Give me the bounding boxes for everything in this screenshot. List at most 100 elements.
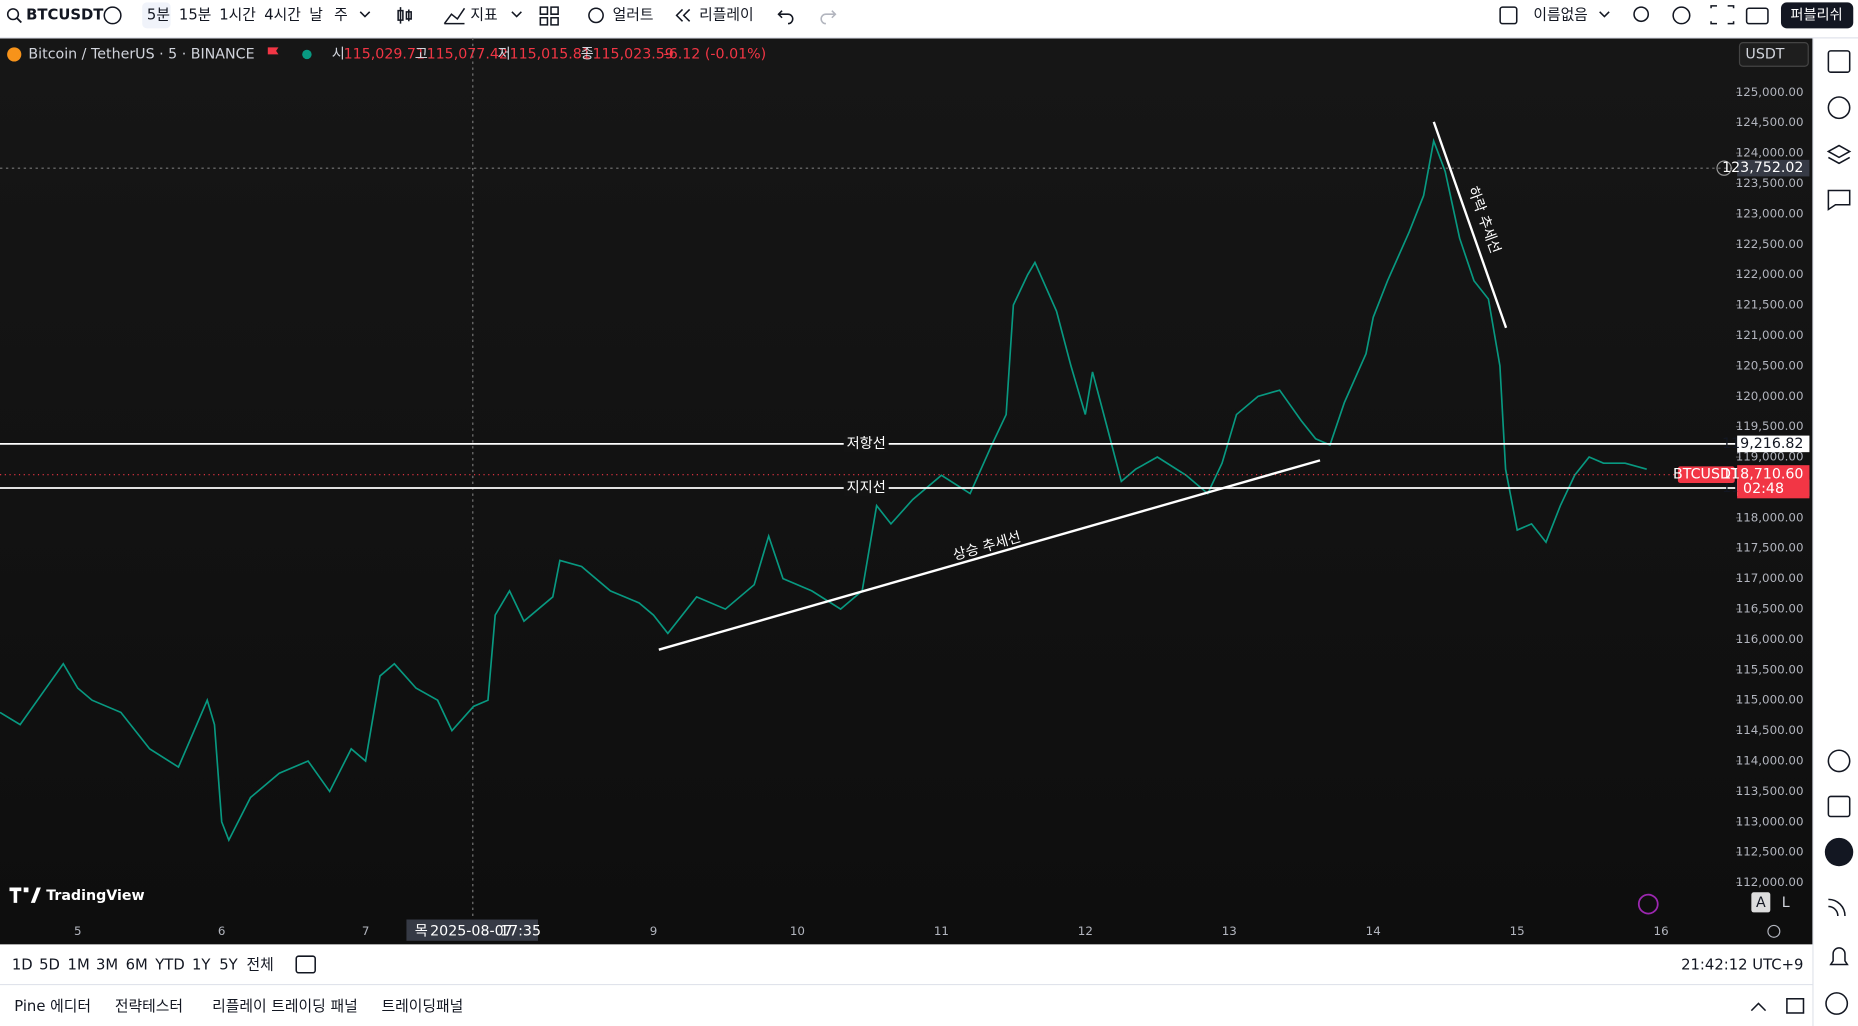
downtrend-line[interactable] xyxy=(1432,121,1508,329)
tab[interactable]: Pine 에디터 xyxy=(14,998,91,1015)
ohlc-label: 저 xyxy=(498,45,511,62)
stream-icon[interactable] xyxy=(1828,898,1846,917)
fullscreen-icon[interactable] xyxy=(1710,5,1735,25)
dropdown-icon[interactable] xyxy=(511,11,522,18)
active-interval xyxy=(142,2,171,29)
chat-icon[interactable] xyxy=(1827,189,1851,211)
y-tick-label: 119,500.00 xyxy=(1736,419,1804,433)
layout-icon[interactable] xyxy=(1499,6,1518,25)
redo-icon[interactable] xyxy=(820,10,837,25)
quick-search-icon[interactable] xyxy=(1633,6,1650,23)
screenshot-icon[interactable] xyxy=(1745,7,1769,25)
x-tick-label: 5 xyxy=(74,924,82,938)
axis-label-bg xyxy=(1737,435,1810,453)
interval[interactable]: 주 xyxy=(334,6,348,23)
dropdown-icon[interactable] xyxy=(359,11,371,18)
crosshair-date-bg xyxy=(406,919,538,941)
line-label-bg xyxy=(843,479,889,497)
help-icon[interactable] xyxy=(1825,992,1849,1015)
x-tick-label: 15 xyxy=(1510,924,1525,938)
ohlc-value: 115,015.81 xyxy=(510,46,591,62)
notifications-icon[interactable] xyxy=(1829,947,1849,966)
symbol-tag-bg xyxy=(1677,466,1735,483)
y-tick-label: 116,000.00 xyxy=(1736,632,1804,646)
range[interactable]: 5Y xyxy=(219,957,238,974)
indicators[interactable]: 지표 xyxy=(470,6,497,23)
tab[interactable]: 리플레이 트레이딩 패널 xyxy=(212,998,358,1015)
x-tick-label: 10 xyxy=(790,924,805,938)
maximize-icon[interactable] xyxy=(1786,998,1805,1014)
chart-pane xyxy=(0,37,1813,945)
layout-name[interactable]: 이름없음 xyxy=(1533,6,1587,23)
ohlc-value: 115,077.42 xyxy=(427,46,508,62)
y-tick-label: 121,000.00 xyxy=(1736,328,1804,342)
range[interactable]: 1D xyxy=(12,957,33,974)
status-dot xyxy=(302,49,312,60)
currency-select[interactable] xyxy=(1738,42,1809,67)
publish-button[interactable] xyxy=(1780,2,1854,29)
range[interactable]: 1M xyxy=(68,957,90,974)
axis-settings[interactable] xyxy=(1767,924,1781,938)
symbol[interactable]: BTCUSDT xyxy=(26,6,104,23)
y-tick-label: 124,500.00 xyxy=(1736,115,1804,129)
range[interactable]: 3M xyxy=(96,957,118,974)
ohlc-label: 종 xyxy=(581,46,594,62)
interval[interactable]: 4시간 xyxy=(264,6,301,23)
add-symbol[interactable] xyxy=(103,6,122,25)
lightning-icon[interactable] xyxy=(1637,893,1659,915)
alert-icon[interactable] xyxy=(588,7,604,24)
y-tick-label: 123,000.00 xyxy=(1736,206,1804,220)
target-icon[interactable] xyxy=(1827,749,1851,773)
currency[interactable]: USDT xyxy=(1745,46,1784,62)
crosshair-date: 2025-08-07 xyxy=(430,923,513,939)
sidebar xyxy=(1824,50,1854,1015)
symbol-title: Bitcoin / TetherUS · 5 · BINANCE xyxy=(28,46,254,62)
auto-scale[interactable]: A xyxy=(1756,895,1766,911)
uptrend-line[interactable] xyxy=(658,459,1321,651)
alert[interactable]: 얼러트 xyxy=(613,6,654,23)
replay-icon[interactable] xyxy=(675,8,691,22)
flag-icon[interactable] xyxy=(267,47,279,62)
watchlist-icon[interactable] xyxy=(1827,50,1851,73)
apps-icon[interactable] xyxy=(1824,837,1854,867)
range[interactable]: 전체 xyxy=(246,957,273,974)
price-chart: 125,000.00 124,500.00 124,000.00 123,500.00… xyxy=(0,37,1810,941)
interval[interactable]: 날 xyxy=(309,6,323,23)
tab[interactable]: 전략테스터 xyxy=(115,998,183,1015)
search-icon xyxy=(15,17,22,24)
y-tick-label: 120,000.00 xyxy=(1736,389,1804,403)
interval[interactable]: 1시간 xyxy=(219,6,256,23)
x-tick-label: 13 xyxy=(1222,924,1237,938)
last-price-bg xyxy=(1737,465,1810,499)
templates-icon[interactable] xyxy=(539,6,559,26)
settings-icon[interactable] xyxy=(1672,6,1691,25)
interval[interactable]: 15분 xyxy=(179,6,211,23)
bottom-bar: 1D 5D 1M 3M 6M YTD 1Y 5Y 전체 21:42:12 UTC… xyxy=(12,955,1805,1015)
search-icon[interactable] xyxy=(6,8,20,21)
toolbar: BTCUSDT 5분 15분 1시간 4시간 날 주 지표 얼러트 리플레이 이… xyxy=(6,2,1854,29)
range[interactable]: 6M xyxy=(126,957,148,974)
range[interactable]: 1Y xyxy=(192,957,211,974)
range[interactable]: YTD xyxy=(154,957,185,974)
goto-date-icon[interactable] xyxy=(295,955,316,974)
indicator-icon[interactable] xyxy=(443,7,466,25)
undo-icon[interactable] xyxy=(777,10,794,25)
range[interactable]: 5D xyxy=(39,957,60,974)
y-tick-label: 115,000.00 xyxy=(1736,693,1804,707)
calendar-icon[interactable] xyxy=(1827,795,1851,818)
log-scale[interactable]: L xyxy=(1782,895,1790,911)
chart-type-icon[interactable] xyxy=(397,7,412,24)
layers-icon[interactable] xyxy=(1826,144,1852,165)
auto-button[interactable] xyxy=(1751,892,1771,913)
replay[interactable]: 리플레이 xyxy=(699,6,753,23)
publish[interactable]: 퍼블리쉬 xyxy=(1790,6,1842,23)
dropdown-icon[interactable] xyxy=(1599,11,1610,18)
ohlc-label: 시 xyxy=(332,46,345,62)
alerts-icon[interactable] xyxy=(1827,96,1851,120)
y-tick-label: 124,000.00 xyxy=(1736,146,1804,160)
interval[interactable]: 5분 xyxy=(147,6,170,23)
collapse-icon[interactable] xyxy=(1750,1002,1767,1012)
clock[interactable]: 21:42:12 UTC+9 xyxy=(1681,957,1803,974)
tab[interactable]: 트레이딩패널 xyxy=(382,998,464,1015)
